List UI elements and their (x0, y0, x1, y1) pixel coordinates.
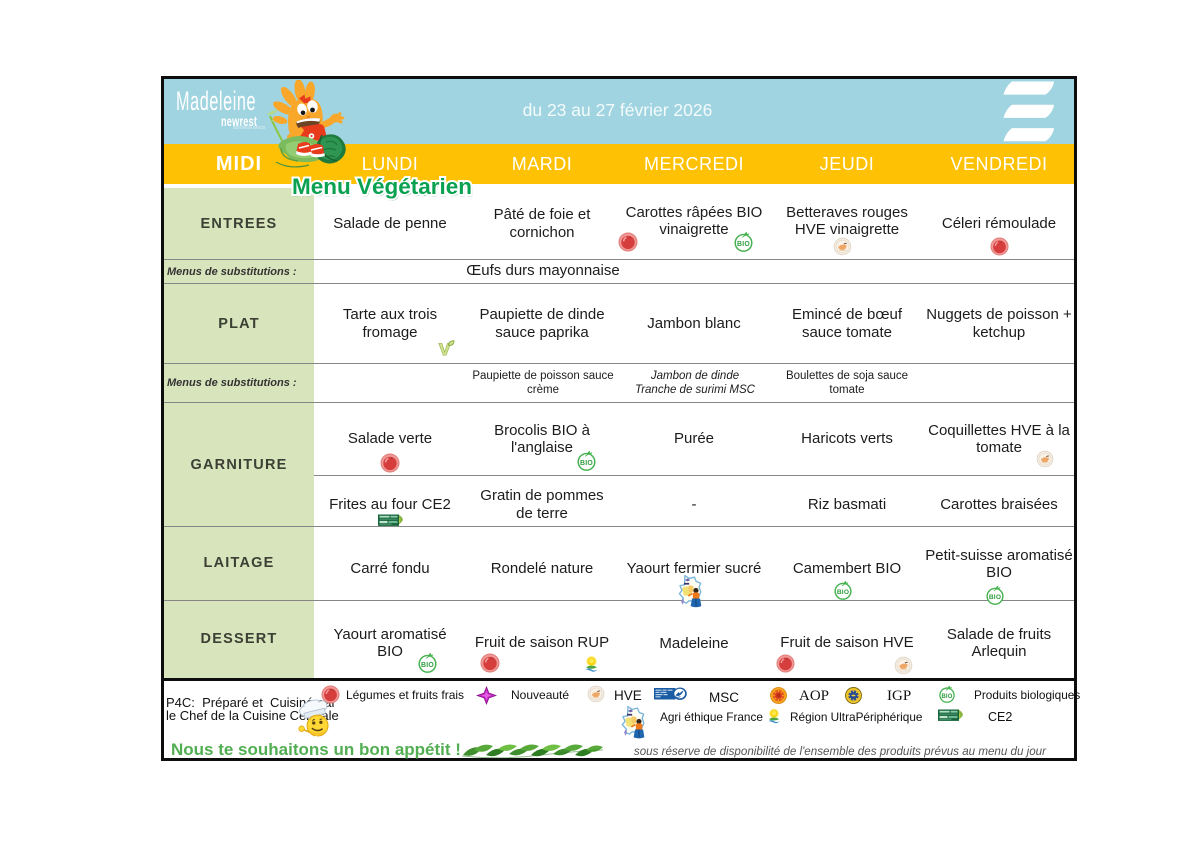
svg-text:Menu Végétarien: Menu Végétarien (293, 175, 473, 200)
svg-text:Menu Végétarien: Menu Végétarien (292, 174, 472, 199)
